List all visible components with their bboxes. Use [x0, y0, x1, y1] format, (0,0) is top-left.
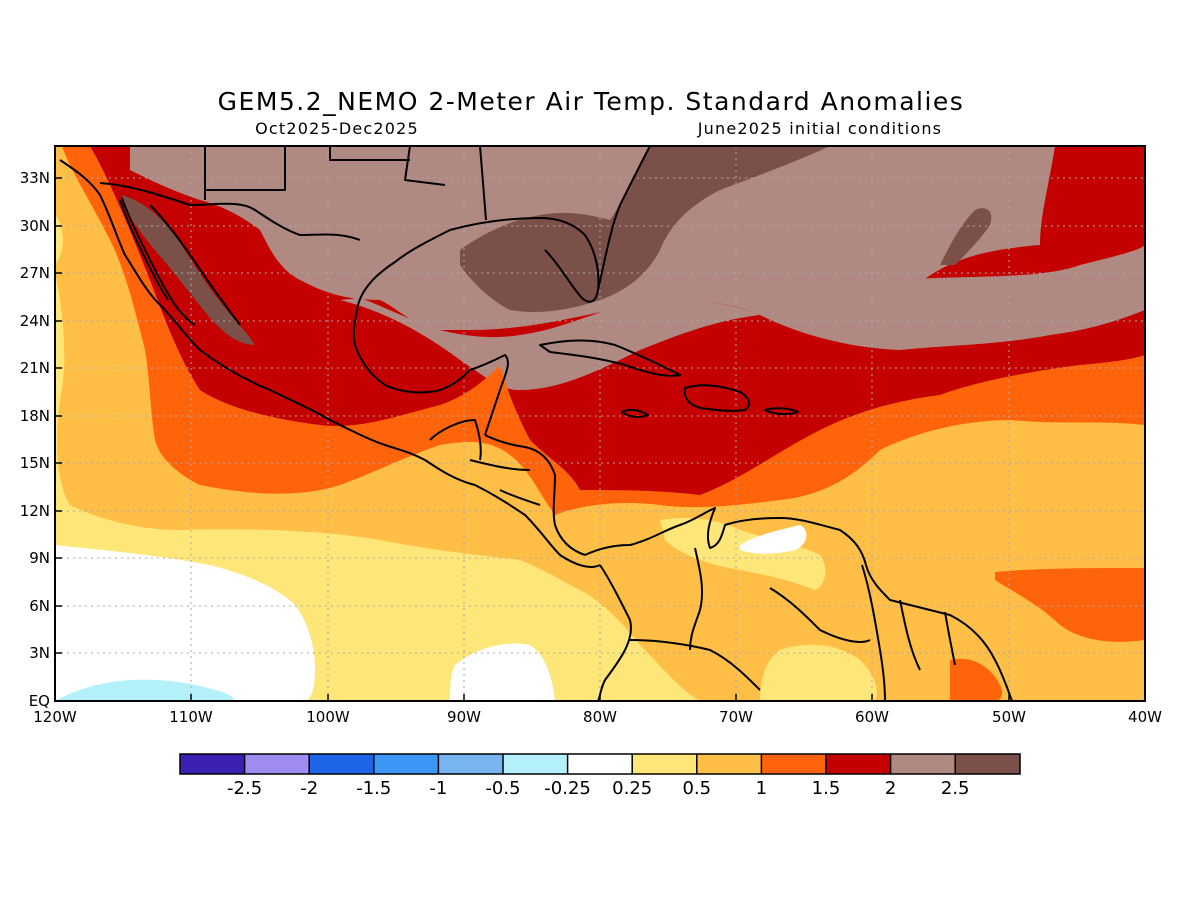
colorbar-box-9	[696, 754, 762, 774]
field-orange-atlantic-east	[995, 568, 1145, 642]
colorbar-label-9: 1	[756, 778, 767, 799]
lat-label-33n: 33N	[20, 169, 50, 187]
colorbar-box-10	[761, 754, 826, 774]
lat-label-30n: 30N	[20, 217, 50, 235]
lon-label-110w: 110W	[169, 708, 213, 726]
anomaly-field	[55, 146, 1145, 701]
lat-label-21n: 21N	[20, 359, 50, 377]
lat-label-9n: 9N	[29, 549, 50, 567]
colorbar-label-8: 0.5	[682, 778, 711, 799]
lon-tick-marks	[54, 694, 1146, 701]
lat-tick-marks	[55, 177, 62, 702]
colorbar-box-1	[180, 754, 245, 774]
field-brown-northeast	[760, 245, 1145, 350]
coastlines	[59, 146, 1013, 701]
colorbar-label-4: -1	[429, 778, 447, 799]
colorbar-label-3: -1.5	[356, 778, 391, 799]
colorbar-box-12	[890, 754, 956, 774]
lat-tick-labels: EQ 3N 6N 9N 12N 15N 18N 21N 24N 27N 30N …	[20, 169, 50, 710]
lon-label-90w: 90W	[447, 708, 481, 726]
colorbar-box-3	[309, 754, 374, 774]
lat-label-27n: 27N	[20, 264, 50, 282]
colorbar-box-5	[438, 754, 503, 774]
lon-label-40w: 40W	[1128, 708, 1162, 726]
colorbar-label-12: 2.5	[941, 778, 970, 799]
colorbar-label-1: -2.5	[227, 778, 262, 799]
colorbar-box-4	[373, 754, 439, 774]
field-darkbrown-mexico	[122, 195, 255, 345]
lat-label-eq: EQ	[29, 692, 50, 710]
colorbar-box-13	[955, 754, 1020, 774]
colorbar-label-7: 0.25	[612, 778, 652, 799]
lon-label-50w: 50W	[992, 708, 1026, 726]
lon-tick-labels: 120W 110W 100W 90W 80W 70W 60W 50W 40W	[33, 708, 1162, 726]
field-light-yellow-atlantic	[55, 215, 63, 265]
colorbar-box-2	[244, 754, 310, 774]
colorbar-label-11: 2	[885, 778, 896, 799]
lon-label-60w: 60W	[855, 708, 889, 726]
lat-label-6n: 6N	[29, 597, 50, 615]
chart-title: GEM5.2_NEMO 2-Meter Air Temp. Standard A…	[218, 87, 965, 116]
chart-period: Oct2025-Dec2025	[255, 119, 419, 138]
lat-label-3n: 3N	[29, 644, 50, 662]
field-darkbrown-atlantic	[940, 208, 992, 265]
lon-label-70w: 70W	[719, 708, 753, 726]
colorbar-box-8	[632, 754, 697, 774]
lon-label-120w: 120W	[33, 708, 77, 726]
lon-label-100w: 100W	[306, 708, 350, 726]
lon-label-80w: 80W	[583, 708, 617, 726]
chart-init-conditions: June2025 initial conditions	[697, 119, 942, 138]
lat-label-24n: 24N	[20, 312, 50, 330]
field-light-yellow-amazon	[760, 644, 877, 701]
colorbar-label-10: 1.5	[812, 778, 841, 799]
colorbar: -2.5 -2 -1.5 -1 -0.5 -0.25 0.25 0.5 1 1.…	[179, 753, 1021, 799]
colorbar-box-6	[503, 754, 568, 774]
colorbar-box-7	[567, 754, 633, 774]
lat-label-18n: 18N	[20, 407, 50, 425]
field-light-blue	[55, 679, 235, 701]
field-light-yellow-venezuela	[660, 518, 826, 590]
lat-label-15n: 15N	[20, 454, 50, 472]
field-white-venezuela	[740, 525, 807, 554]
colorbar-label-2: -2	[300, 778, 318, 799]
field-darkbrown-florida	[460, 146, 830, 312]
lat-label-12n: 12N	[20, 502, 50, 520]
field-orange-guiana	[950, 658, 1003, 701]
colorbar-box-11	[826, 754, 891, 774]
colorbar-label-6: -0.25	[544, 778, 591, 799]
field-white-pacific	[55, 545, 315, 701]
field-white-colombia	[450, 643, 555, 701]
colorbar-label-5: -0.5	[485, 778, 520, 799]
grid-lines	[55, 146, 1145, 701]
